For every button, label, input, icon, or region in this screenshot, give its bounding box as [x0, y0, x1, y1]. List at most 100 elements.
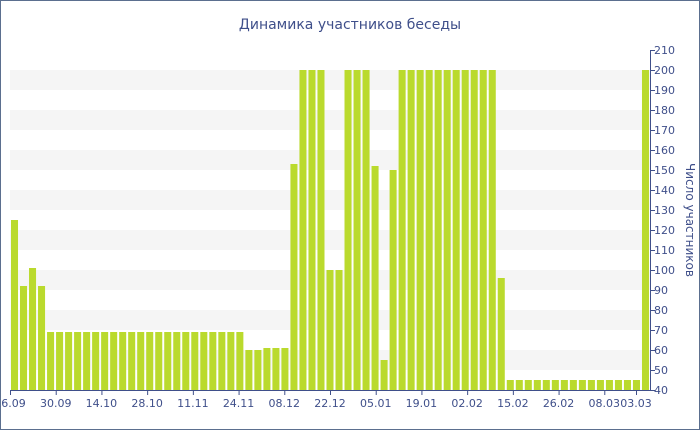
chart-title: Динамика участников беседы: [239, 17, 461, 33]
bar: [128, 332, 136, 390]
y-tick-label: 170: [654, 124, 675, 137]
bar: [317, 70, 325, 390]
bar: [578, 380, 586, 390]
bar: [20, 286, 28, 390]
x-tick-label: 26.02: [543, 397, 575, 410]
y-tick-label: 40: [654, 384, 668, 397]
bar: [227, 332, 235, 390]
y-tick-label: 140: [654, 184, 675, 197]
grid-band: [10, 70, 650, 90]
bar: [380, 360, 388, 390]
bar: [479, 70, 487, 390]
bar: [164, 332, 172, 390]
y-tick-label: 70: [654, 324, 668, 337]
x-tick-label: 15.02: [497, 397, 529, 410]
bar: [587, 380, 595, 390]
grid-band: [10, 190, 650, 210]
x-tick-label: 28.10: [131, 397, 163, 410]
bar: [263, 348, 271, 390]
bar: [209, 332, 217, 390]
grid-band: [10, 110, 650, 130]
bar: [569, 380, 577, 390]
bar: [236, 332, 244, 390]
y-tick-label: 210: [654, 44, 675, 57]
y-tick-label: 190: [654, 84, 675, 97]
bar: [299, 70, 307, 390]
bar: [200, 332, 208, 390]
y-tick-label: 60: [654, 344, 668, 357]
bar: [461, 70, 469, 390]
bar: [38, 286, 46, 390]
bar: [29, 268, 37, 390]
x-tick-label: 03.03: [620, 397, 652, 410]
bar: [191, 332, 199, 390]
y-tick-label: 80: [654, 304, 668, 317]
x-tick-label: 11.11: [177, 397, 209, 410]
bar: [245, 350, 253, 390]
bar: [371, 166, 379, 390]
grid-band: [10, 150, 650, 170]
bar: [497, 278, 505, 390]
bar: [596, 380, 604, 390]
bar: [353, 70, 361, 390]
bar: [137, 332, 145, 390]
bar: [416, 70, 424, 390]
bar: [92, 332, 100, 390]
y-tick-label: 50: [654, 364, 668, 377]
y-tick-label: 90: [654, 284, 668, 297]
bar: [560, 380, 568, 390]
bar: [56, 332, 64, 390]
bar: [443, 70, 451, 390]
bar: [281, 348, 289, 390]
bar: [182, 332, 190, 390]
bar: [425, 70, 433, 390]
y-tick-label: 180: [654, 104, 675, 117]
y-tick-label: 200: [654, 64, 675, 77]
bar: [155, 332, 163, 390]
bar: [74, 332, 82, 390]
bar: [146, 332, 154, 390]
bar: [623, 380, 631, 390]
y-axis-label: Число участников: [683, 163, 697, 277]
x-tick-label: 16.09: [0, 397, 26, 410]
bar: [65, 332, 73, 390]
x-tick-label: 19.01: [406, 397, 438, 410]
x-tick-label: 24.11: [223, 397, 255, 410]
y-tick-label: 130: [654, 204, 675, 217]
x-ticks: 16.09 30.09 14.10 28.10 11.11 24.11 08.12 22.12…: [0, 390, 652, 410]
bars: [10, 70, 650, 390]
bar: [110, 332, 118, 390]
bar: [173, 332, 181, 390]
grid-band: [10, 230, 650, 250]
y-tick-label: 100: [654, 264, 675, 277]
bar: [389, 170, 397, 390]
x-tick-label: 02.02: [451, 397, 483, 410]
y-tick-label: 150: [654, 164, 675, 177]
y-tick-label: 120: [654, 224, 675, 237]
bar: [641, 70, 650, 390]
bar: [101, 332, 109, 390]
bar: [218, 332, 226, 390]
bar: [632, 380, 640, 390]
y-tick-label: 160: [654, 144, 675, 157]
y-ticks: 40 50 60 70 80 90 100 110 120 130 140 150 160 170 180 1…: [650, 44, 675, 397]
bar: [10, 220, 19, 390]
bar: [614, 380, 622, 390]
bar: [542, 380, 550, 390]
bar: [47, 332, 55, 390]
x-tick-label: 08.03: [589, 397, 621, 410]
y-tick-label: 110: [654, 244, 675, 257]
bar: [335, 270, 343, 390]
bar: [308, 70, 316, 390]
bar: [470, 70, 478, 390]
x-tick-label: 05.01: [360, 397, 392, 410]
bar: [398, 70, 406, 390]
bar: [83, 332, 91, 390]
bar: [290, 164, 298, 390]
bar: [344, 70, 352, 390]
bar: [272, 348, 280, 390]
bar: [488, 70, 496, 390]
bar: [452, 70, 460, 390]
x-tick-label: 30.09: [40, 397, 72, 410]
